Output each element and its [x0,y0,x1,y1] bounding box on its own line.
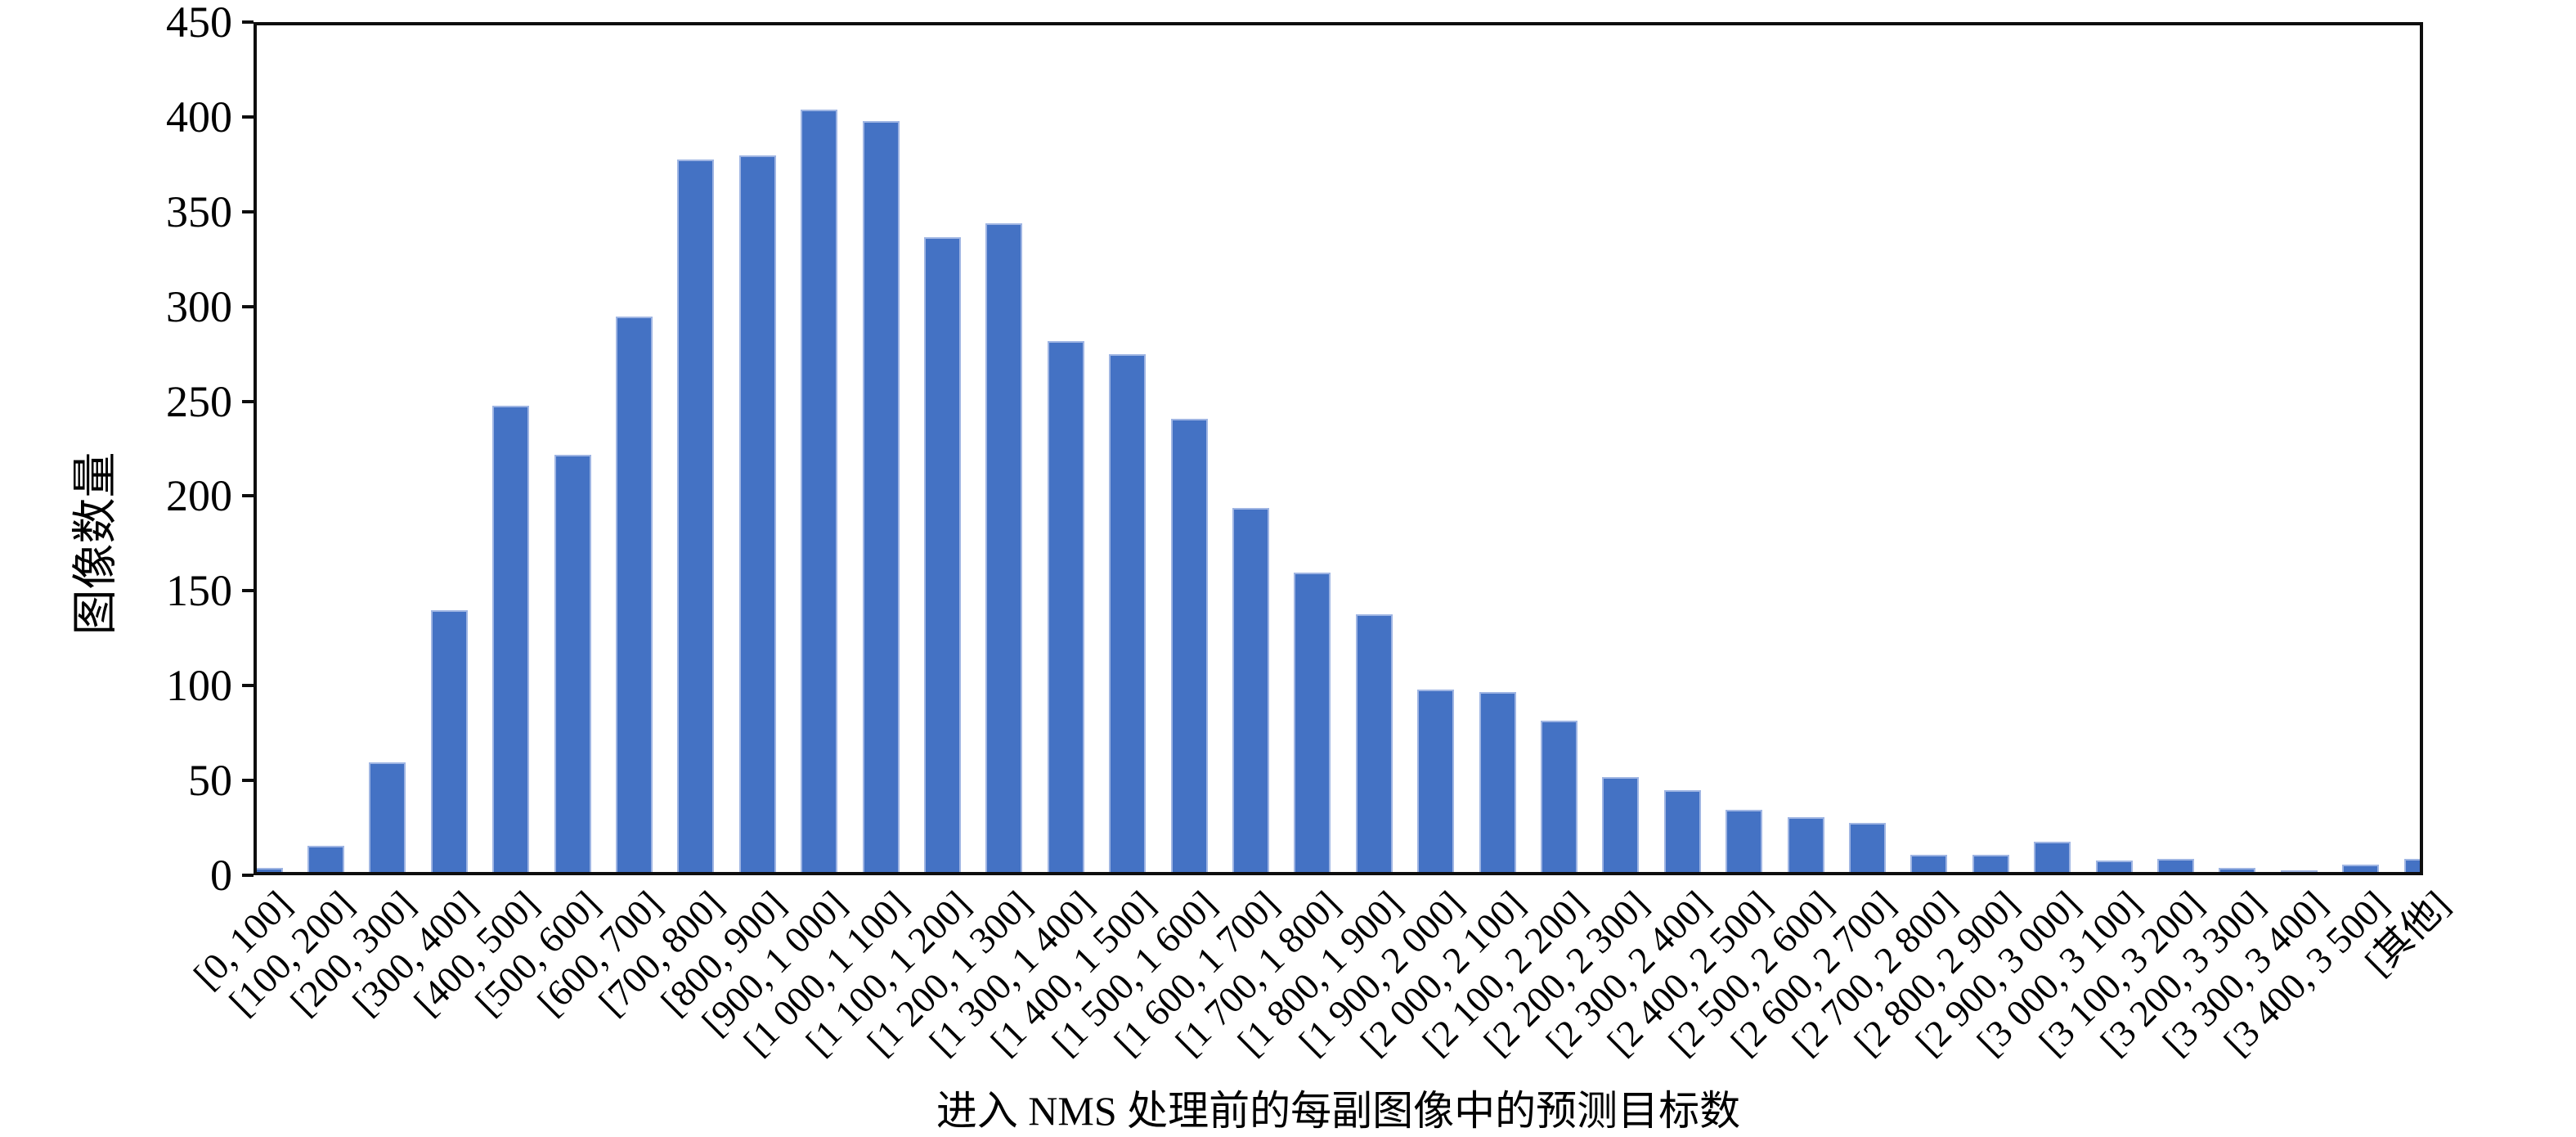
bar-[0, 100] [257,868,283,872]
y-tick-label: 450 [166,0,232,47]
y-tick-label: 250 [166,376,232,426]
y-tick-mark [242,20,254,24]
y-tick-mark [242,304,254,308]
bar-[3 400, 3 500] [2342,865,2380,872]
y-tick-label: 350 [166,187,232,236]
y-tick-label: 0 [210,851,232,900]
bar-[1 100, 1 200] [923,237,961,872]
y-tick-label: 400 [166,92,232,142]
bar-[1 800, 1 900] [1355,614,1393,872]
bar-[300, 400] [430,610,468,872]
y-tick-mark [242,115,254,119]
bar-[1 000, 1 100] [862,121,900,872]
bar-[1 400, 1 500] [1109,354,1147,872]
bar-[2 100, 2 200] [1540,721,1577,872]
y-tick-label: 150 [166,566,232,616]
bar-[2 800, 2 900] [1972,855,2009,872]
bar-[100, 200] [307,846,344,872]
bar-[1 200, 1 300] [985,223,1023,872]
bar-[900, 1 000] [801,110,838,872]
y-tick-mark [242,874,254,877]
y-tick-label: 50 [188,756,232,806]
y-tick-mark [242,779,254,783]
bar-[3 000, 3 100] [2095,861,2133,872]
x-axis-title: 进入 NMS 处理前的每副图像中的预测目标数 [936,1088,1741,1134]
bar-[2 700, 2 800] [1910,855,1948,872]
y-axis-title: 图像数量 [70,452,122,636]
bar-[200, 300] [369,762,406,872]
bar-[2 400, 2 500] [1726,810,1763,872]
y-tick-label: 300 [166,281,232,331]
bar-[2 000, 2 100] [1479,692,1516,872]
y-tick-mark [242,684,254,688]
y-tick-mark [242,209,254,213]
y-tick-label: 100 [166,661,232,711]
bar-[3 200, 3 300] [2219,868,2256,872]
bar-[1 300, 1 400] [1047,341,1084,872]
y-tick-label: 200 [166,471,232,521]
plot-area [254,22,2423,875]
y-tick-mark [242,589,254,593]
bar-[700, 800] [677,160,715,872]
bar-[1 500, 1 600] [1170,419,1208,872]
bar-[2 300, 2 400] [1663,790,1701,872]
bar-[其他] [2403,859,2420,872]
y-tick-mark [242,494,254,498]
bar-[1 600, 1 700] [1232,508,1269,872]
bar-[400, 500] [492,406,530,872]
bar-[1 700, 1 800] [1294,573,1331,872]
y-tick-mark [242,399,254,403]
bar-[600, 700] [615,317,653,872]
bar-[2 900, 3 000] [2034,842,2071,872]
bar-[2 200, 2 300] [1602,777,1640,872]
bar-[3 100, 3 200] [2156,859,2194,872]
bar-[2 500, 2 600] [1787,817,1824,872]
bar-[3 300, 3 400] [2280,870,2318,872]
bar-[800, 900] [738,155,776,872]
bar-[2 600, 2 700] [1848,823,1886,872]
bar-[500, 600] [554,455,591,872]
bar-[1 900, 2 000] [1417,690,1455,872]
